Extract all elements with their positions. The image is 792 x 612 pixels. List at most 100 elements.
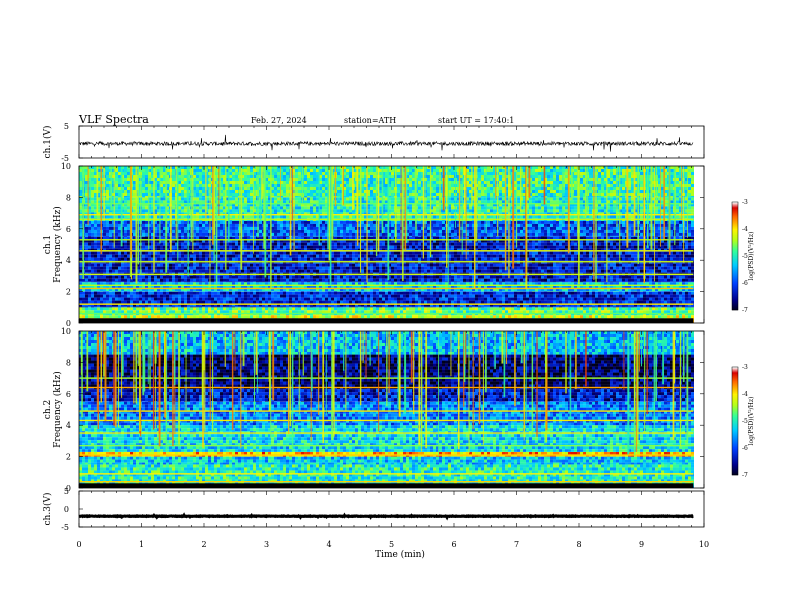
spectrogram-cell <box>358 297 361 301</box>
spectrogram-cell <box>127 297 130 301</box>
spectrogram-cell <box>412 288 415 292</box>
spectrogram-cell <box>310 251 313 255</box>
spectrogram-cell <box>382 245 385 249</box>
spectrogram-cell <box>118 239 121 243</box>
spectrogram-cell <box>430 257 433 261</box>
spectrogram-cell <box>271 288 274 292</box>
spectrogram-cell <box>466 236 469 240</box>
spectrogram-cell <box>376 297 379 301</box>
spectrogram-cell <box>430 285 433 289</box>
spectrogram-cell <box>136 300 139 304</box>
spectrogram-cell <box>289 288 292 292</box>
spectrogram-cell <box>106 300 109 304</box>
spectrogram-cell <box>370 297 373 301</box>
spectrogram-cell <box>349 310 352 314</box>
spectrogram-cell <box>361 288 364 292</box>
spectrogram-cell <box>556 239 559 243</box>
spectrogram-cell <box>211 307 214 311</box>
spectrogram-cell <box>691 307 694 311</box>
spectrogram-cell <box>685 288 688 292</box>
spectrogram-cell <box>301 288 304 292</box>
spectrogram-cell <box>418 282 421 286</box>
spectrogram-cell <box>436 245 439 249</box>
spectrogram-cell <box>394 245 397 249</box>
spectrogram-cell <box>271 236 274 240</box>
spectrogram-cell <box>235 251 238 255</box>
spectrogram-cell <box>427 315 430 319</box>
spectrogram-cell <box>208 306 211 308</box>
spectrogram-cell <box>316 236 319 240</box>
spectrogram-cell <box>196 236 199 240</box>
spectrogram-cell <box>79 300 82 304</box>
spectrogram-cell <box>670 300 673 304</box>
spectrogram-cell <box>88 310 91 314</box>
spectrogram-cell <box>295 251 298 255</box>
spectrogram-cell <box>211 245 214 249</box>
spectrogram-cell <box>265 300 268 304</box>
spectrogram-cell <box>352 294 355 298</box>
spectrogram-cell <box>169 254 172 258</box>
spectrogram-cell <box>682 310 685 314</box>
spectrogram-cell <box>352 303 355 307</box>
spectrogram-cell <box>298 310 301 314</box>
spectrogram-cell <box>271 239 274 243</box>
spectrogram-cell <box>385 297 388 301</box>
spectrogram-cell <box>127 239 130 243</box>
spectrogram-cell <box>145 315 148 319</box>
spectrogram-cell <box>319 315 322 319</box>
spectrogram-cell <box>466 306 469 308</box>
spectrogram-cell <box>364 294 367 298</box>
spectrogram-cell <box>271 306 274 308</box>
spectrogram-cell <box>178 251 181 255</box>
spectrogram-cell <box>202 310 205 314</box>
spectrogram-cell <box>610 297 613 301</box>
spectrogram-cell <box>493 239 496 243</box>
spectrogram-cell <box>286 294 289 298</box>
spectrogram-cell <box>610 303 613 307</box>
spectrogram-cell <box>370 245 373 249</box>
spectrogram-cell <box>124 254 127 258</box>
spectrogram-cell <box>115 242 118 246</box>
spectrogram-cell <box>280 294 283 298</box>
spectrogram-cell <box>349 239 352 243</box>
spectrogram-cell <box>280 245 283 249</box>
spectrogram-cell <box>379 300 382 304</box>
spectrogram-cell <box>253 315 256 319</box>
spectrogram-cell <box>493 310 496 314</box>
spectrogram-cell <box>610 294 613 298</box>
spectrogram-cell <box>589 306 592 308</box>
spectrogram-cell <box>112 310 115 314</box>
spectrogram-cell <box>403 291 406 295</box>
spectrogram-cell <box>595 310 598 314</box>
spectrogram-cell <box>691 285 694 289</box>
spectrogram-cell <box>664 291 667 295</box>
spectrogram-cell <box>688 303 691 307</box>
spectrogram-cell <box>199 306 202 308</box>
spectrogram-cell <box>124 291 127 295</box>
spectrogram-cell <box>103 257 106 261</box>
spectrogram-cell <box>361 285 364 289</box>
spectrogram-cell <box>550 288 553 292</box>
spectrogram-cell <box>520 251 523 255</box>
spectrogram-cell <box>382 291 385 295</box>
spectrogram-cell <box>409 307 412 311</box>
spectrogram-cell <box>460 307 463 311</box>
spectrogram-cell <box>259 236 262 240</box>
spectrogram-cell <box>82 310 85 314</box>
spectrogram-cell <box>619 236 622 240</box>
spectrogram-cell <box>685 285 688 289</box>
spectrogram-cell <box>448 245 451 249</box>
spectrogram-cell <box>103 239 106 243</box>
spectrogram-cell <box>385 288 388 292</box>
spectrogram-cell <box>631 307 634 311</box>
spectrogram-cell <box>655 303 658 307</box>
spectrogram-cell <box>496 300 499 304</box>
spectrogram-cell <box>679 239 682 243</box>
spectrogram-cell <box>412 297 415 301</box>
spectrogram-cell <box>268 291 271 295</box>
spectrogram-cell <box>547 306 550 308</box>
spectrogram-cell <box>262 297 265 301</box>
spectrogram-cell <box>445 285 448 289</box>
spectrogram-cell <box>214 257 217 261</box>
spectrogram-cell <box>610 288 613 292</box>
